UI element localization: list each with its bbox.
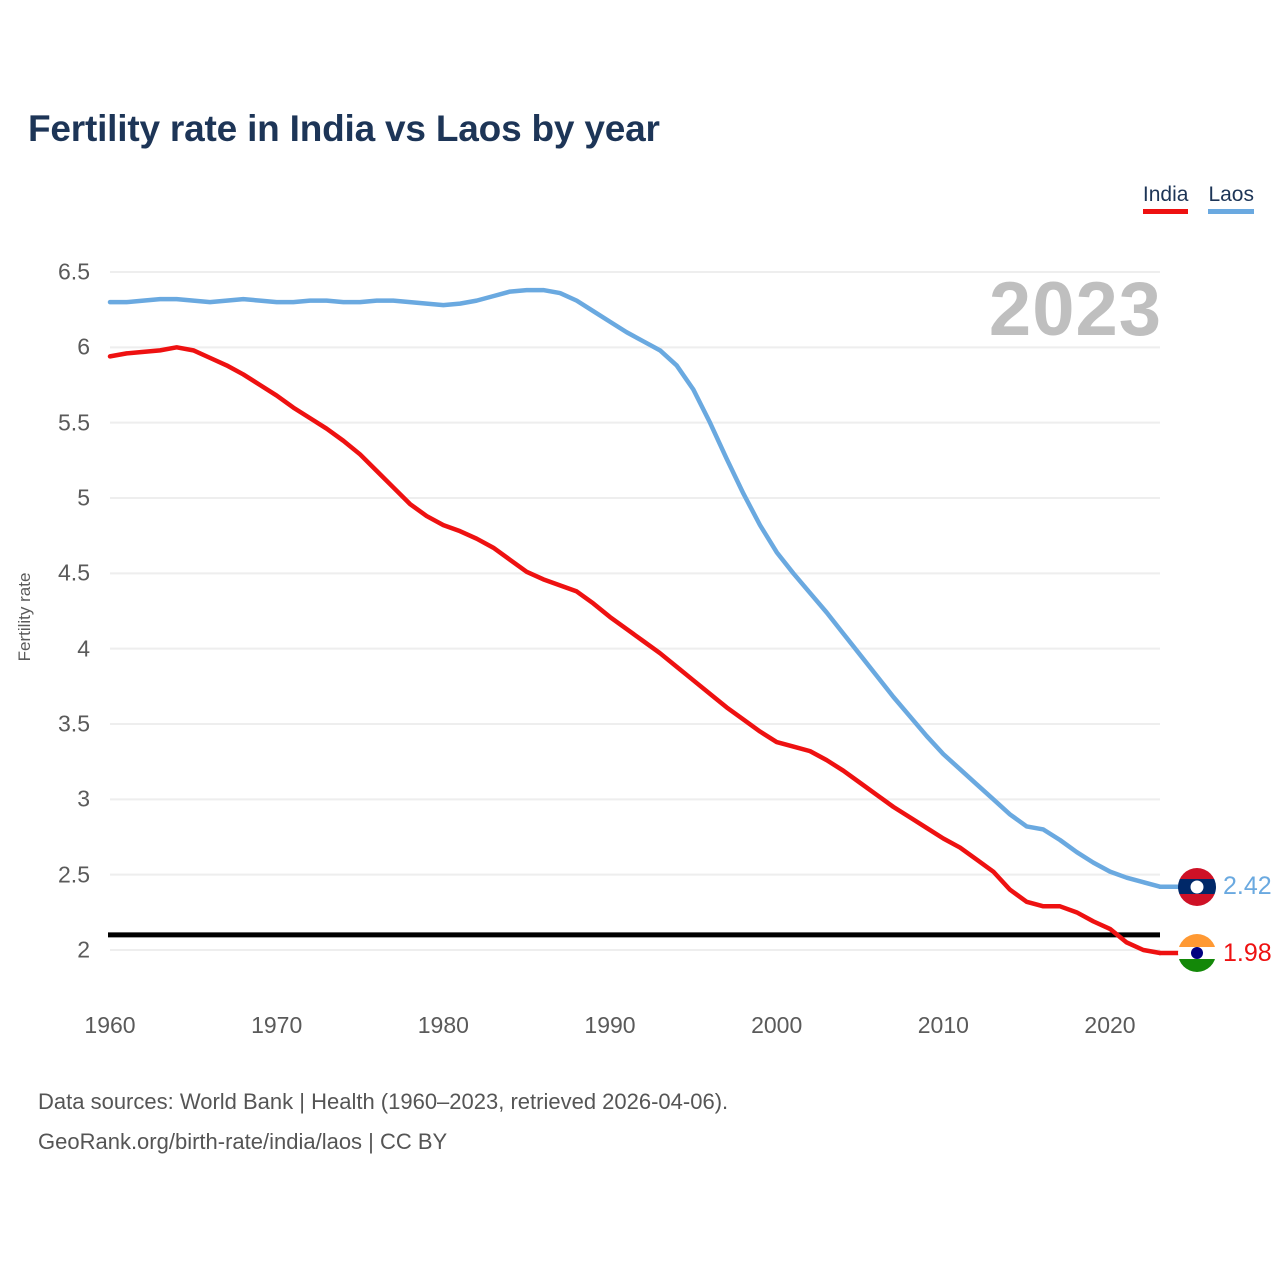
footer-line-2: GeoRank.org/birth-rate/india/laos | CC B… [38,1129,448,1154]
x-axis-tick-label: 1990 [584,1012,636,1038]
x-axis-tick-label: 1980 [417,1012,469,1038]
legend-item-laos[interactable]: Laos [1208,183,1254,214]
year-watermark: 2023 [988,267,1162,352]
y-axis-tick-label: 3 [77,785,90,812]
india-flag-icon [1178,934,1216,972]
page-title: Fertility rate in India vs Laos by year [28,108,660,149]
legend-label-india: India [1142,183,1189,206]
y-axis-tick-label: 6 [77,333,90,360]
endpoint-laos: 2.42 [1178,867,1272,906]
x-axis-tick-label: 2020 [1084,1012,1136,1038]
x-axis-tick-label: 1970 [251,1012,303,1038]
x-axis-tick-label: 2010 [917,1012,969,1038]
footer-line-1: Data sources: World Bank | Health (1960–… [38,1089,729,1114]
laos-flag-icon [1178,867,1216,906]
legend-swatch-india [1142,209,1189,214]
legend-item-india[interactable]: India [1142,183,1189,214]
endpoint-value-india: 1.98 [1223,938,1272,967]
y-axis-tick-label: 2 [77,936,90,963]
x-axis-tick-label: 1960 [84,1012,136,1038]
legend-label-laos: Laos [1208,183,1254,206]
legend-swatch-laos [1208,209,1254,214]
y-axis-tick-label: 2.5 [58,861,90,888]
series-line-laos [107,287,1163,889]
chart-legend: India Laos [1142,183,1254,214]
endpoint-value-laos: 2.42 [1223,872,1272,901]
y-axis-tick-label: 5 [77,484,90,511]
footer-attribution: Data sources: World Bank | Health (1960–… [38,1082,728,1162]
x-axis-tick-label: 2000 [751,1012,803,1038]
y-axis-tick-label: 4.5 [58,559,90,586]
y-axis-tick-label: 5.5 [58,409,90,436]
endpoint-india: 1.98 [1178,934,1272,972]
y-axis-tick-label: 6.5 [58,258,90,285]
series-line-india [107,345,1163,956]
y-axis-tick-label: 4 [77,635,90,662]
y-axis-tick-label: 3.5 [58,710,90,737]
